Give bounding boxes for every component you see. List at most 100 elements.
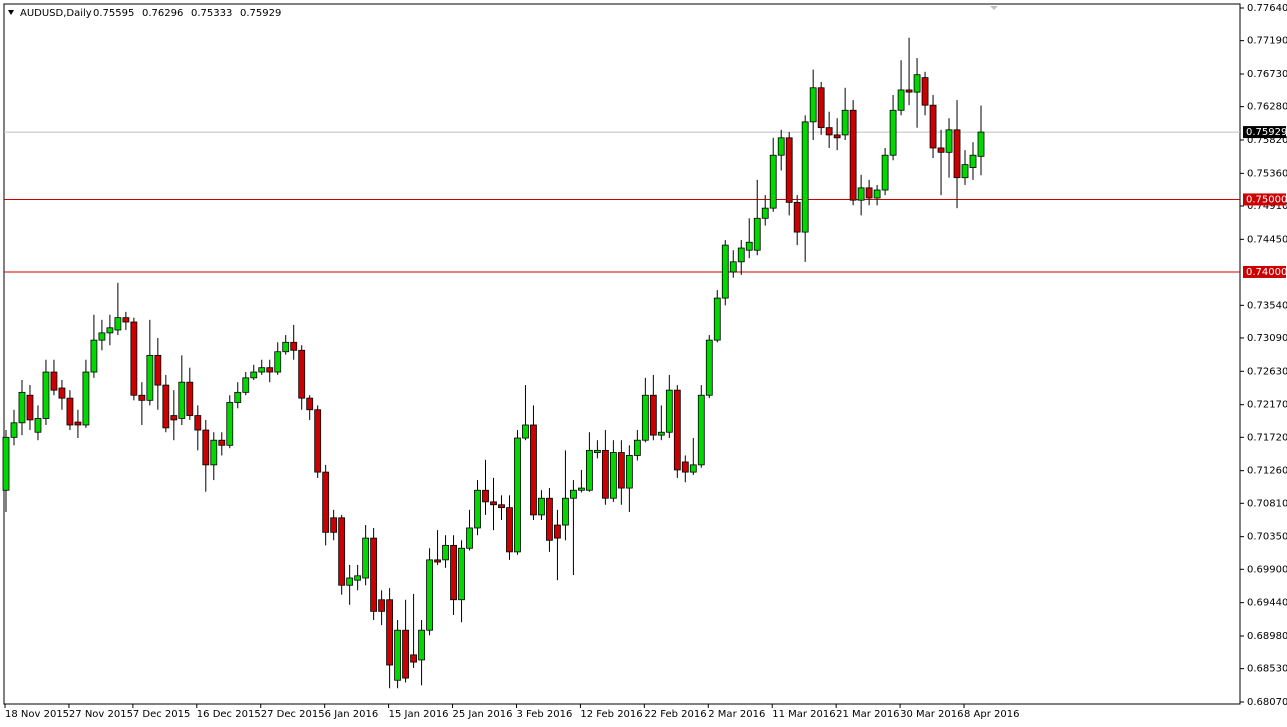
candle-body [322,471,330,533]
candle-body [138,394,146,401]
candle-body [514,437,521,553]
y-tick-label: 0.74910 [1247,201,1287,212]
candle-body [753,217,761,251]
header-value: 0.75333 [191,8,232,19]
candle-body [897,89,905,111]
candle-body [178,381,186,419]
candle-body [953,129,961,179]
candle-body [609,452,617,499]
y-tick-label: 0.69440 [1247,598,1287,609]
candle-body [410,654,417,663]
candle-body [402,629,409,679]
candle-body [913,74,921,93]
y-tick-label: 0.72630 [1247,366,1287,377]
candle-body [58,387,66,399]
menu-arrow[interactable] [8,10,14,15]
x-tick-label: 12 Feb 2016 [580,709,642,720]
candle-body [705,339,713,396]
candle-body [434,559,441,563]
x-tick-label: 18 Nov 2015 [5,709,69,720]
current-price-tag [1243,126,1286,139]
candle-body [346,577,354,586]
candle-body [713,297,721,341]
candle-body [522,424,529,439]
candle-body [34,418,42,433]
y-tick-label: 0.74450 [1247,234,1287,245]
candle-body [825,127,833,136]
candle-body [218,439,226,446]
candle-body [386,599,394,666]
y-tick-label: 0.69900 [1247,564,1287,575]
header-value: 0.75595 [93,8,134,19]
y-tick-label: 0.68530 [1247,664,1287,675]
candle-body [586,449,593,491]
candle-body [578,487,585,491]
candle-body [18,391,26,424]
x-tick-label: 25 Jan 2016 [453,709,513,720]
candle-body [330,517,338,533]
candle-body [114,317,122,331]
candle-body [354,575,362,581]
candle-body [961,164,969,179]
candle-body [857,187,865,201]
y-tick-label: 0.72170 [1247,400,1287,411]
plot-frame [3,3,1241,705]
candle-body [617,452,625,489]
header-value: 0.75929 [240,8,281,19]
candle-body [737,247,745,263]
candle-body [593,449,601,453]
header-value: 0.76296 [142,8,183,19]
candle-body [761,207,769,219]
candle-body [649,394,657,436]
candle-body [697,394,705,466]
x-tick-label: 30 Mar 2016 [900,709,963,720]
candle-body [601,449,609,499]
candle-body [849,109,857,201]
candle-body [657,431,665,436]
candle-body [82,371,90,426]
candle-body [250,371,258,379]
candle-body [130,321,138,396]
candle-body [194,415,202,431]
candle-body [721,244,729,299]
x-tick-label: 8 Apr 2016 [964,709,1019,720]
y-tick-label: 0.70350 [1247,532,1287,543]
chart-title: AUDUSD,Daily [20,8,92,19]
y-tick-label: 0.71720 [1247,432,1287,443]
candle-body [74,421,82,426]
y-tick-label: 0.76730 [1247,69,1287,80]
candle-body [202,429,210,466]
x-tick-label: 21 Mar 2016 [836,709,899,720]
x-tick-label: 2 Mar 2016 [708,709,765,720]
candle-body [226,402,234,446]
candle-body [418,629,425,661]
candle-body [90,339,98,373]
candle-body [530,424,537,516]
level-label: 0.75000 [1246,194,1287,205]
candle-body [266,367,274,373]
candle-body [466,527,473,549]
candle-body [314,409,322,473]
candle-body [809,87,817,123]
candle-body [2,436,10,491]
candle-body [450,544,457,601]
candle-body [506,507,513,553]
candle-body [801,121,809,233]
level-tag [1243,265,1286,278]
candle-body [258,367,266,373]
candle-body [234,391,242,403]
x-tick-label: 7 Dec 2015 [133,709,191,720]
candle-body [673,389,681,471]
candle-body [625,455,633,489]
candle-body [538,497,545,516]
candle-body [66,397,74,426]
candle-body [889,109,897,156]
candle-body [945,129,953,153]
candle-body [378,599,386,612]
x-tick-label: 3 Feb 2016 [516,709,572,720]
candle-body [162,384,170,429]
candle-body [921,77,929,106]
candle-body [977,131,985,157]
candle-body [442,544,449,561]
candle-body [969,154,977,168]
